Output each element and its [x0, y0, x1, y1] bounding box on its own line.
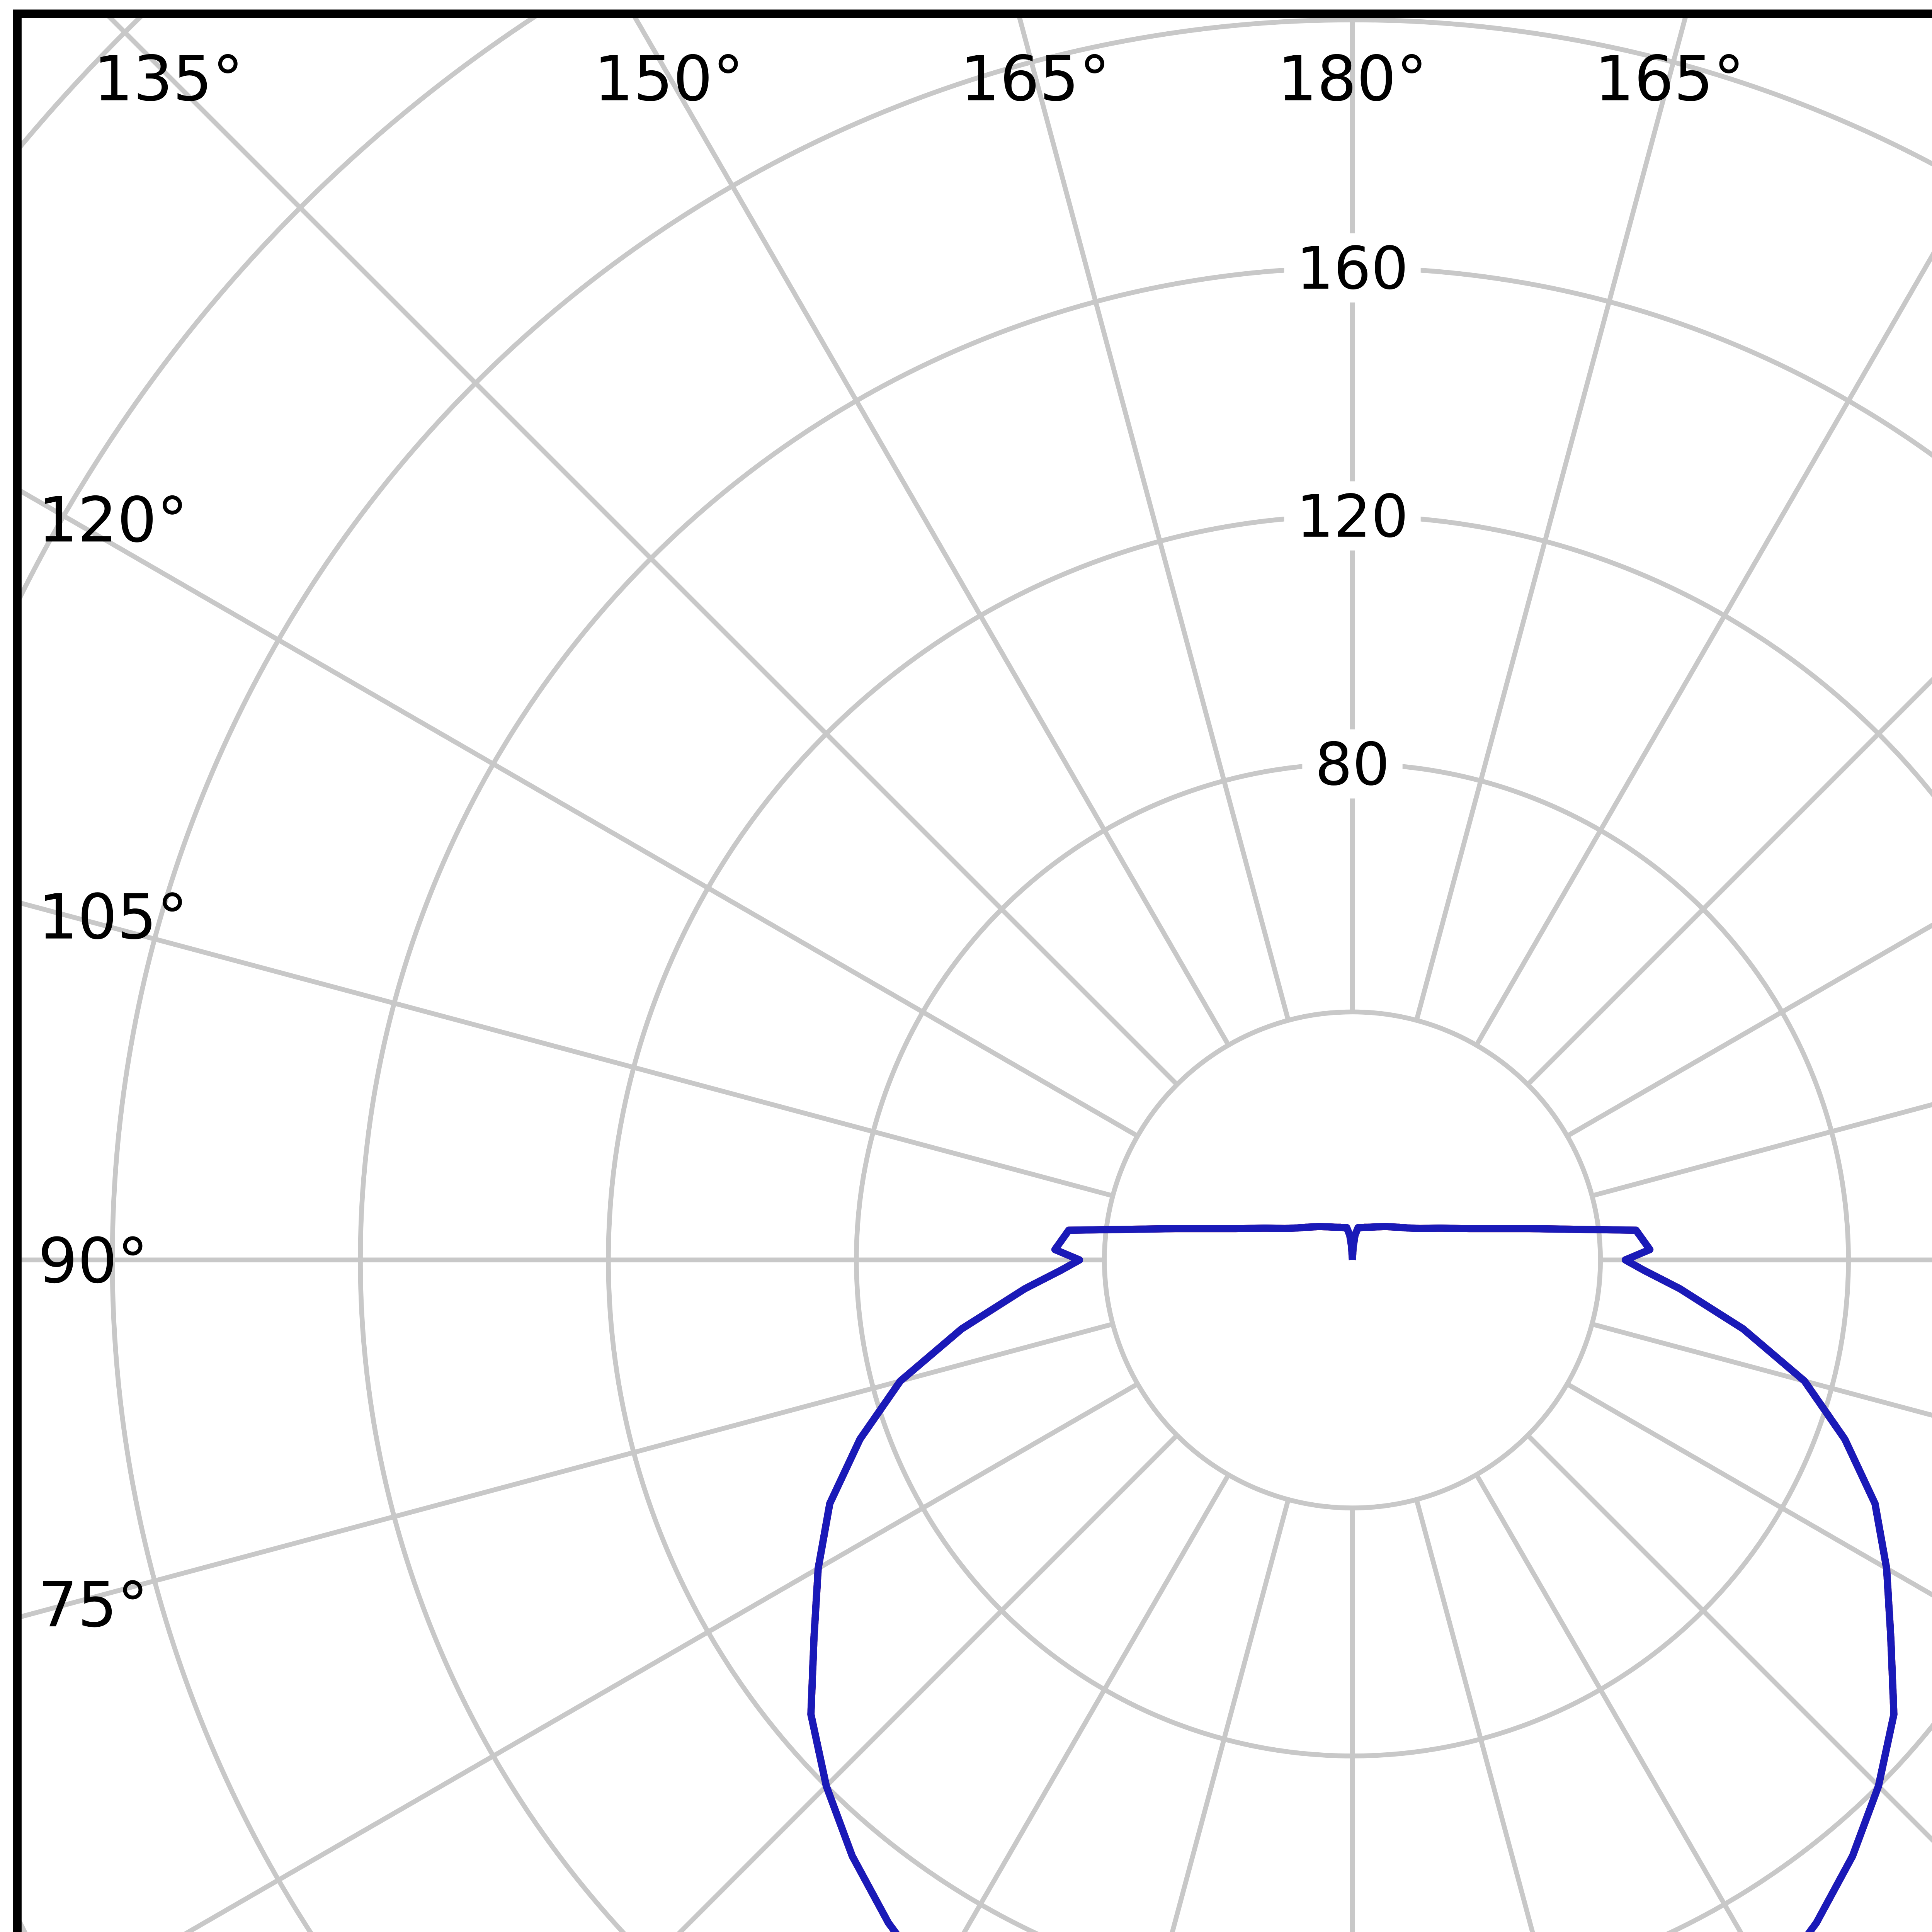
grid-radial-line — [1414, 17, 1688, 1021]
grid-radial-line — [961, 1473, 1231, 1932]
ring-label-backing — [1284, 481, 1421, 551]
angle-label: 150° — [594, 43, 744, 115]
grid-radial-line — [1566, 922, 1932, 1138]
ring-value-label: 80 — [1315, 730, 1389, 799]
grid-radial-line — [20, 900, 1114, 1198]
curve-c90-c270 — [807, 1223, 1898, 1932]
grid-radial-line — [1414, 1499, 1535, 1932]
angle-label: 135° — [94, 43, 243, 115]
grid-radial-line — [1474, 251, 1932, 1046]
plot-border — [13, 9, 1932, 1932]
distribution-curves — [807, 1223, 1898, 1932]
angle-label: 120° — [38, 484, 188, 556]
angle-label: 90° — [38, 1225, 148, 1297]
ring-label-backing — [1284, 233, 1421, 303]
grid-radial-line — [1017, 17, 1291, 1021]
ring-value-labels: 80 120 160 — [1284, 233, 1421, 799]
grid-radial-line — [677, 1434, 1179, 1932]
ring-value-label: 160 — [1296, 234, 1408, 303]
grid-radial-line — [632, 17, 1231, 1046]
grid-radial-line — [1591, 1321, 1932, 1418]
angle-label: 75° — [38, 1569, 148, 1641]
grid-radial-line — [1170, 1499, 1291, 1932]
grid-radial-line — [20, 1321, 1114, 1619]
ring-label-backing — [1302, 729, 1403, 799]
grid-radial-line — [184, 1382, 1139, 1932]
grid-radial-line — [106, 17, 1179, 1087]
angle-label: 165° — [960, 43, 1110, 115]
grid-radial-line — [1526, 1434, 1932, 1843]
grid-radial-line — [1474, 1473, 1743, 1932]
grid-radial-line — [1526, 677, 1932, 1087]
grid-radial-line — [20, 488, 1139, 1138]
angle-labels: 0°15°15°30°30°45°45°60°60°75°75°90°90°10… — [38, 43, 1745, 1641]
angle-label: 180° — [1277, 43, 1427, 115]
grid-radial-line — [1566, 1382, 1932, 1598]
angle-label: 165° — [1595, 43, 1745, 115]
ring-value-label: 120 — [1296, 482, 1408, 551]
angle-label: 105° — [38, 881, 188, 953]
grid-radial-line — [1591, 1102, 1932, 1198]
